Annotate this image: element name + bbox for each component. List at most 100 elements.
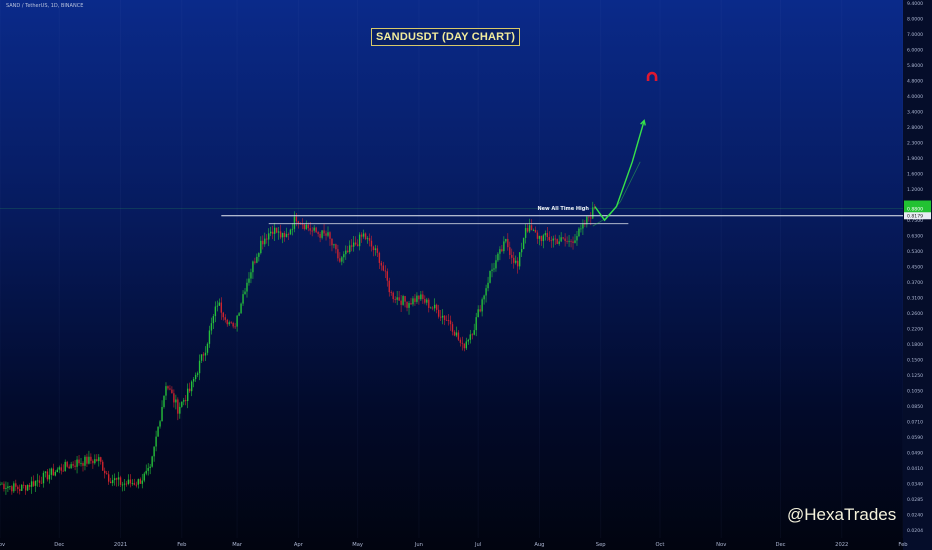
candle-body — [453, 331, 456, 336]
candle-body — [437, 309, 440, 317]
candle-body — [443, 315, 446, 320]
candle-body — [104, 470, 106, 474]
candle-body — [74, 465, 76, 467]
ath-price-label: 0.8179 — [907, 214, 923, 220]
y-tick-label: 0.0285 — [907, 497, 923, 503]
candle-body — [295, 216, 298, 222]
candle-body — [487, 282, 489, 289]
y-tick-label: 0.0240 — [907, 513, 923, 519]
candle-body — [540, 235, 543, 242]
x-tick-label: Dec — [775, 542, 785, 548]
candle-body — [307, 224, 309, 229]
candle-body — [190, 381, 193, 392]
candle-body — [311, 230, 313, 232]
candle-body — [495, 260, 497, 269]
candle-body — [493, 268, 495, 270]
candle-body — [542, 235, 545, 242]
candle-body — [576, 236, 578, 241]
candle-body — [32, 481, 35, 486]
candle-body — [196, 373, 199, 375]
candle-body — [335, 244, 337, 250]
candle-body — [366, 238, 369, 240]
candle-body — [204, 352, 207, 356]
y-tick-label: 0.0850 — [907, 404, 923, 410]
candle-body — [224, 317, 226, 320]
y-tick-label: 0.0490 — [907, 451, 923, 457]
candle-body — [517, 260, 519, 267]
candle-body — [19, 489, 21, 491]
candle-body — [30, 481, 33, 487]
candle-body — [5, 488, 7, 489]
candle-body — [222, 312, 224, 318]
candle-body — [264, 238, 266, 245]
x-tick-label: Oct — [655, 542, 664, 548]
candle-body — [552, 238, 554, 241]
y-tick-label: 0.0590 — [907, 435, 923, 441]
candle-body — [273, 227, 276, 234]
candle-body — [109, 481, 112, 484]
candle-body — [333, 244, 335, 246]
candle-body — [293, 216, 296, 229]
candle-body — [526, 228, 529, 232]
candle-body — [402, 296, 404, 305]
y-tick-label: 1.2000 — [907, 187, 923, 193]
y-tick-label: 0.2200 — [907, 327, 923, 333]
time-axis[interactable]: Nov Dec 2021 Feb Mar Apr May Jun Jul Aug Sep Oct Nov… — [0, 542, 908, 548]
candle-body — [216, 305, 219, 307]
candle-body — [530, 225, 533, 231]
candle-body — [315, 227, 317, 233]
candle-body — [102, 461, 104, 471]
candle-body — [226, 319, 228, 325]
candle-body — [123, 483, 126, 485]
candle-body — [228, 322, 230, 325]
candle-body — [21, 484, 23, 491]
candle-body — [586, 216, 588, 225]
candle-body — [285, 234, 288, 237]
candle-body — [161, 406, 163, 422]
candle-body — [181, 401, 183, 407]
candle-body — [354, 242, 357, 245]
candle-body — [578, 228, 580, 237]
candle-body — [58, 467, 60, 470]
price-axis[interactable]: 9.4000 8.0000 7.0000 6.0000 5.8000 4.8000 4.00… — [903, 0, 932, 550]
candle-body — [11, 486, 13, 492]
candle-body — [352, 242, 355, 247]
x-tick-label: Aug — [534, 542, 544, 548]
candle-body — [513, 257, 515, 263]
candle-body — [291, 228, 294, 230]
candle-body — [509, 247, 511, 255]
candle-body — [254, 261, 256, 263]
candle-body — [13, 483, 15, 492]
candle-body — [244, 291, 246, 295]
candle-body — [483, 295, 485, 300]
x-tick-label: Dec — [54, 542, 64, 548]
x-tick-label: Nov — [716, 542, 726, 548]
candle-body — [384, 270, 386, 272]
y-tick-label: 1.9000 — [907, 156, 923, 162]
candle-body — [380, 262, 383, 266]
candle-body — [260, 240, 262, 254]
y-tick-label: 0.0710 — [907, 420, 923, 426]
candle-body — [66, 461, 68, 467]
candle-body — [441, 315, 444, 318]
candle-body — [473, 330, 475, 335]
candle-body — [250, 272, 252, 279]
candle-body — [185, 400, 187, 402]
candle-body — [303, 224, 305, 230]
candle-body — [459, 339, 462, 343]
candle-body — [177, 399, 179, 414]
candle-body — [562, 237, 564, 239]
candle-body — [9, 486, 11, 488]
candle-body — [582, 223, 584, 229]
candle-body — [343, 254, 345, 258]
candle-body — [309, 228, 311, 231]
candle-body — [220, 302, 222, 313]
y-tick-label: 0.1500 — [907, 358, 923, 364]
candle-body — [400, 300, 402, 305]
candle-body — [248, 278, 250, 283]
candle-body — [503, 241, 505, 252]
candle-body — [434, 304, 436, 309]
candle-body — [515, 260, 517, 263]
candle-body — [113, 478, 116, 481]
